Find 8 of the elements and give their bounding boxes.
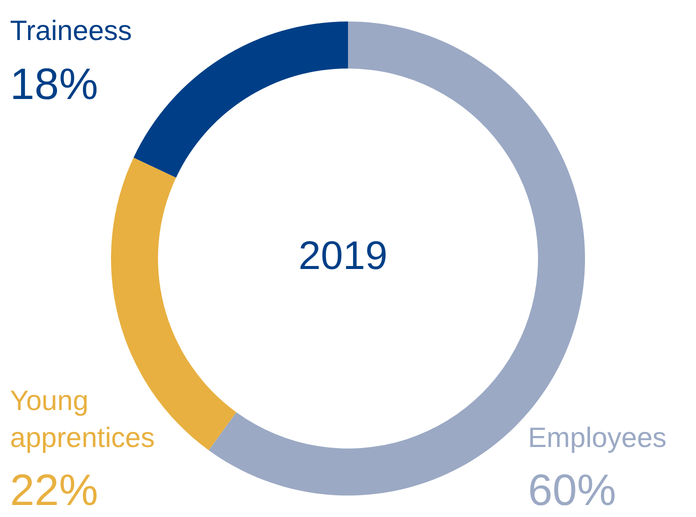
slice-label: Traineess [10,15,132,46]
data-label: 60% [528,466,616,515]
donut-slice [134,22,348,178]
data-label: 18% [10,60,98,109]
text: 2019 [298,234,388,278]
data-label: 22% [10,466,98,515]
slice-label: Young apprentices [10,385,155,453]
slice-label: Employees [528,422,667,453]
